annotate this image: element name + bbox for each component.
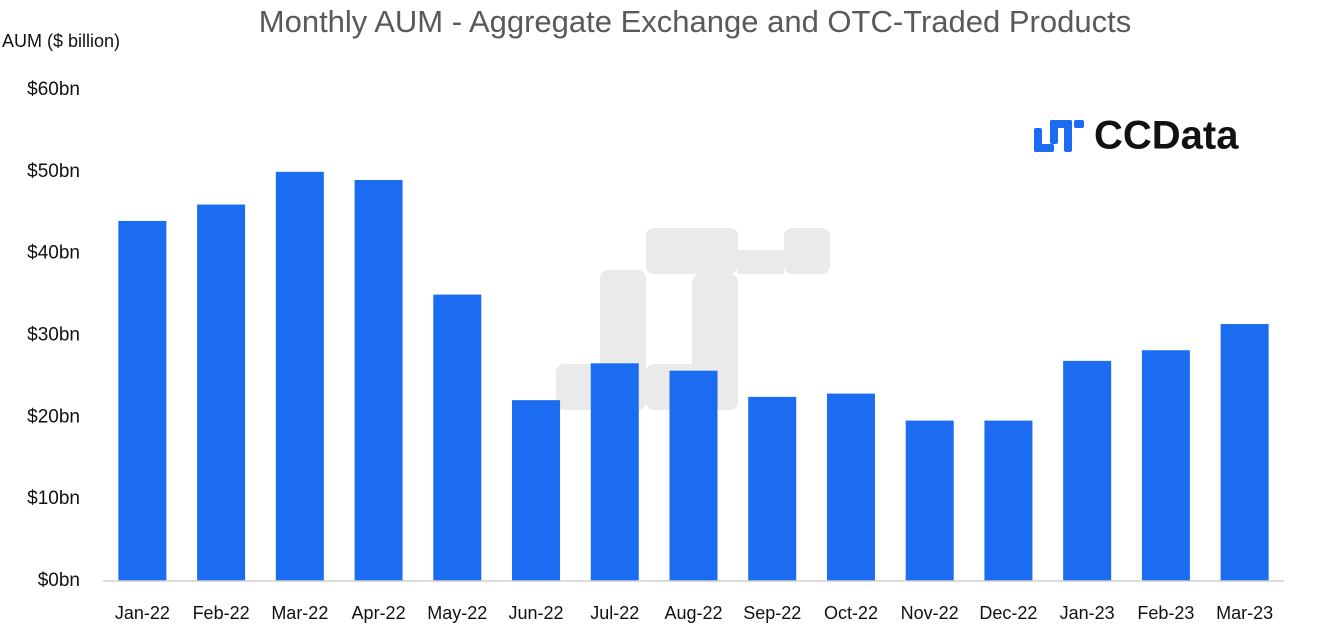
- x-tick-label: Oct-22: [824, 603, 878, 623]
- y-tick-label: $30bn: [27, 325, 80, 346]
- y-tick-label: $20bn: [27, 406, 80, 427]
- x-tick-label: Feb-23: [1137, 603, 1194, 623]
- y-tick-label: $10bn: [27, 488, 80, 509]
- bar: [512, 400, 561, 581]
- x-tick-label: Dec-22: [979, 603, 1037, 623]
- y-tick-label: $60bn: [27, 79, 80, 100]
- x-tick-label: Sep-22: [743, 603, 801, 623]
- x-tick-label: Jan-22: [115, 603, 170, 623]
- y-axis-label: AUM ($ billion): [2, 31, 120, 51]
- bar: [1063, 360, 1112, 581]
- x-tick-label: Jan-23: [1060, 603, 1115, 623]
- bar: [354, 180, 403, 581]
- logo-icon: [1034, 120, 1084, 152]
- x-tick-label: Jun-22: [509, 603, 564, 623]
- y-tick-label: $40bn: [27, 243, 80, 264]
- chart-title: Monthly AUM - Aggregate Exchange and OTC…: [259, 4, 1131, 39]
- x-tick-label: Mar-23: [1216, 603, 1273, 623]
- bar: [433, 294, 482, 581]
- bar: [590, 363, 639, 581]
- x-tick-label: Nov-22: [901, 603, 959, 623]
- x-tick-label: Mar-22: [271, 603, 328, 623]
- y-tick-label: $50bn: [27, 161, 80, 182]
- x-tick-label: Apr-22: [352, 603, 406, 623]
- bar: [905, 420, 954, 581]
- bar: [984, 420, 1033, 581]
- x-tick-label: Jul-22: [590, 603, 639, 623]
- bar: [118, 220, 167, 581]
- logo-text: CCData: [1094, 114, 1239, 158]
- x-tick-label: May-22: [427, 603, 487, 623]
- x-tick-label: Aug-22: [664, 603, 722, 623]
- bar: [669, 370, 718, 581]
- x-tick-label: Feb-22: [193, 603, 250, 623]
- bar: [826, 393, 875, 581]
- bar: [197, 204, 246, 582]
- bar: [1220, 324, 1269, 581]
- bar: [748, 396, 797, 581]
- bar: [275, 171, 324, 582]
- bar: [1141, 350, 1190, 581]
- y-tick-label: $0bn: [38, 570, 80, 591]
